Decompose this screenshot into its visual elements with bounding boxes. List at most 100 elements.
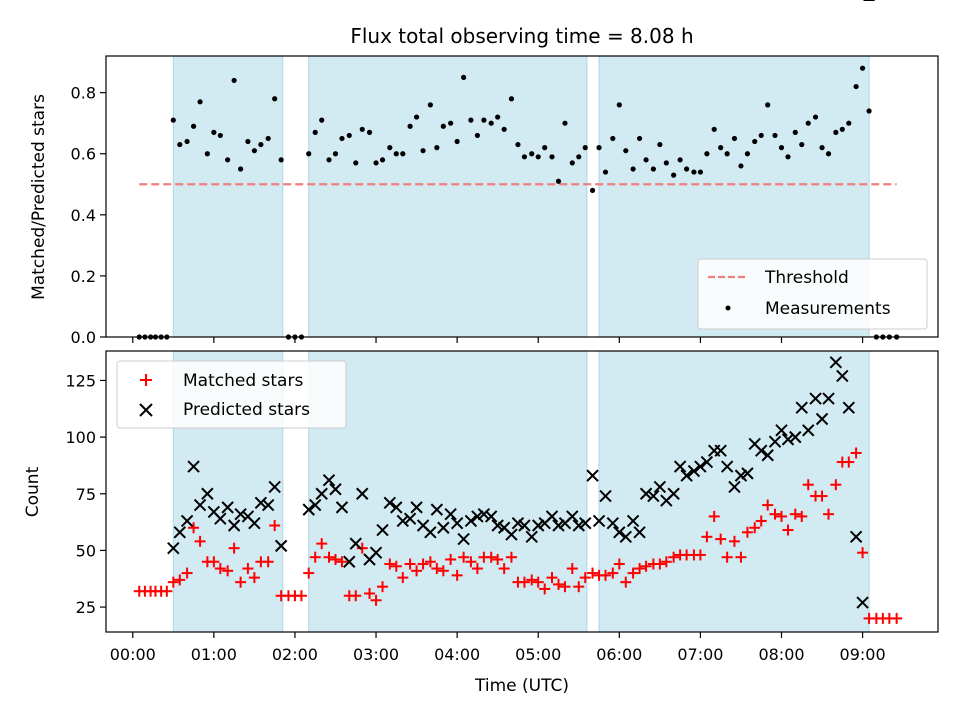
matched-star-point xyxy=(390,560,402,572)
chart-title: Flux total observing time = 8.08 h xyxy=(350,24,693,48)
x-tick-label: 04:00 xyxy=(434,645,480,664)
observing-window-1 xyxy=(172,55,284,338)
measurement-point xyxy=(407,123,413,129)
measurement-point xyxy=(731,135,738,142)
matched-star-point xyxy=(411,565,423,577)
matched-star-point xyxy=(823,508,835,520)
measurement-point xyxy=(772,132,778,139)
measurement-point xyxy=(197,99,203,105)
measurement-point xyxy=(697,169,704,175)
matched-star-point xyxy=(857,547,869,559)
matched-star-point xyxy=(532,576,544,588)
matched-star-point xyxy=(437,565,449,577)
predicted-star-point xyxy=(653,480,667,494)
matched-star-point xyxy=(228,542,240,554)
predicted-star-point xyxy=(586,469,599,482)
count-y-axis-label: Count xyxy=(23,466,43,517)
measurement-point xyxy=(481,117,487,123)
predicted-star-point xyxy=(261,498,275,512)
y-tick-label: 125 xyxy=(65,371,96,390)
measurement-point xyxy=(448,120,454,126)
predicted-star-point xyxy=(667,487,680,500)
matched-star-point xyxy=(316,538,328,550)
predicted-star-point xyxy=(741,467,754,480)
x-tick-label: 03:00 xyxy=(353,645,399,664)
measurement-point xyxy=(744,151,751,157)
matched-star-point xyxy=(465,556,477,568)
predicted-star-point xyxy=(518,519,531,532)
matched-star-point xyxy=(539,583,551,595)
predicted-star-point xyxy=(173,526,187,539)
predicted-star-point xyxy=(167,541,180,555)
count-legend-box xyxy=(116,360,347,429)
star-count-points xyxy=(133,0,903,624)
measurement-point xyxy=(569,160,575,166)
matched-star-point xyxy=(384,558,396,570)
measurement-point xyxy=(515,141,521,148)
matched-star-point xyxy=(492,553,504,565)
measurement-point xyxy=(508,96,515,102)
predicted-star-point xyxy=(302,503,315,516)
predicted-star-point xyxy=(809,392,822,405)
measurement-point xyxy=(427,102,433,108)
measurement-point xyxy=(778,145,785,151)
matched-star-point xyxy=(850,447,862,459)
predicted-star-point xyxy=(795,401,808,414)
matched-star-point xyxy=(735,551,747,563)
measurement-point xyxy=(752,138,758,145)
measurement-point xyxy=(225,157,231,163)
y-tick-label: 0.6 xyxy=(71,145,96,164)
measurement-point xyxy=(602,169,609,175)
matched-star-point xyxy=(303,567,315,579)
predicted-star-point xyxy=(201,487,214,500)
measurement-point xyxy=(859,65,866,71)
count-axes-frame xyxy=(105,350,939,633)
matched-star-point xyxy=(796,510,808,522)
measurement-point xyxy=(211,129,217,135)
matched-star-point xyxy=(715,533,727,545)
matched-star-point xyxy=(329,553,341,565)
measurement-point xyxy=(521,154,528,160)
matched-star-point xyxy=(518,576,530,588)
predicted-star-point xyxy=(836,369,849,383)
predicted-star-point xyxy=(268,480,281,494)
measurement-point xyxy=(623,148,629,154)
measurement-point xyxy=(326,157,332,163)
measurement-point xyxy=(630,166,636,172)
matched-star-point xyxy=(579,572,591,584)
observing-window-2 xyxy=(308,350,588,633)
matched-star-point xyxy=(505,551,517,563)
measurement-point xyxy=(312,129,318,135)
predicted-star-point xyxy=(781,433,795,446)
predicted-star-point xyxy=(633,526,646,539)
count-y-ticks: 25 50 75 100 125 xyxy=(65,371,106,617)
matched-star-point xyxy=(451,569,463,581)
matched-star-point xyxy=(634,563,646,575)
matched-star-point xyxy=(546,572,558,584)
matched-star-point xyxy=(721,551,733,563)
measurement-point xyxy=(819,145,825,151)
matched-star-point xyxy=(471,563,483,575)
measurement-point xyxy=(379,157,386,163)
predicted-star-point xyxy=(437,521,450,534)
predicted-star-point xyxy=(180,514,194,528)
ratio-x-ticks xyxy=(132,337,864,343)
measurement-point xyxy=(495,114,501,120)
measurement-point xyxy=(846,120,852,126)
predicted-star-point xyxy=(680,469,693,482)
matched-star-point xyxy=(370,594,382,606)
matched-star-point xyxy=(336,556,348,568)
measurement-point xyxy=(576,154,582,160)
predicted-star-point xyxy=(755,444,768,457)
legend-measurements-swatch xyxy=(725,305,731,311)
x-tick-label: 01:00 xyxy=(191,645,237,664)
matched-star-point xyxy=(404,558,416,570)
predicted-star-point xyxy=(430,503,444,516)
predicted-star-point xyxy=(450,517,464,530)
measurement-point xyxy=(643,157,649,163)
matched-star-point xyxy=(769,508,781,520)
matched-star-point xyxy=(295,590,307,602)
ratio-legend-box xyxy=(697,258,928,330)
predicted-star-point xyxy=(335,501,349,514)
measurement-point xyxy=(238,166,244,172)
